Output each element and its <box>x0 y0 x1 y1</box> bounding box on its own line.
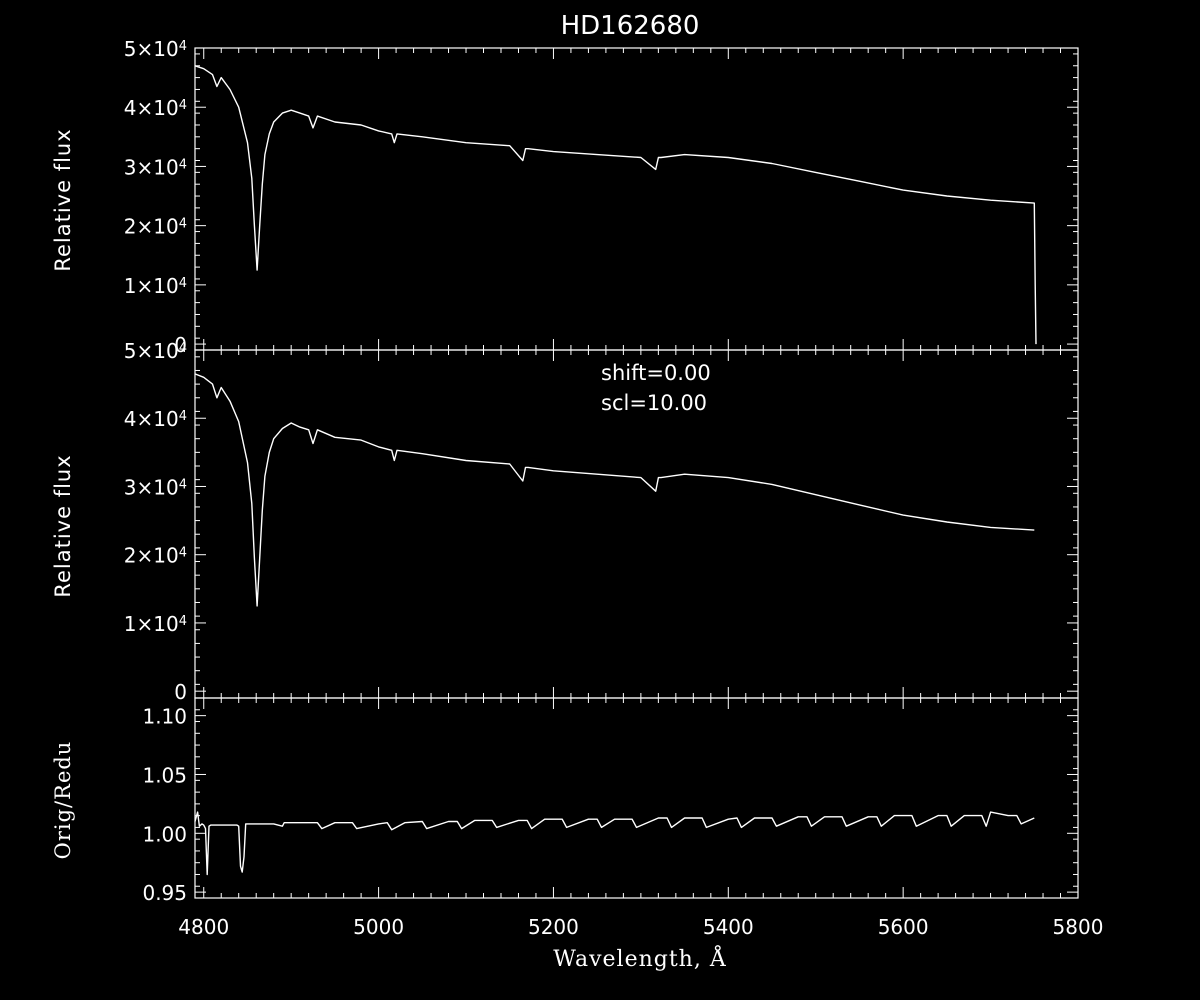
y-axis-label: Relative flux <box>51 128 75 271</box>
y-tick-label: 1×104 <box>124 612 187 636</box>
y-tick-label: 3×104 <box>124 475 187 499</box>
y-tick-label: 1.10 <box>142 705 187 729</box>
y-axis-label: Orig/Redu <box>51 741 75 860</box>
x-tick-label: 5600 <box>878 915 929 939</box>
y-tick-label: 0.95 <box>142 881 187 905</box>
y-axis-label: Relative flux <box>51 454 75 597</box>
y-tick-label: 4×104 <box>124 407 187 431</box>
spectrum-trace <box>194 65 1037 345</box>
chart-title: HD162680 <box>561 11 700 41</box>
flux-panel-reduced: 0 1×104 2×104 3×104 4×104 5×104 Relative flux s… <box>51 339 1079 704</box>
y-tick-label: 1.05 <box>142 763 187 787</box>
y-tick-label: 3×104 <box>124 155 187 179</box>
panel-frame <box>194 47 1079 351</box>
y-tick-label: 2×104 <box>124 215 187 239</box>
x-axis-label: Wavelength, Å <box>553 944 727 972</box>
y-tick-label: 5×104 <box>124 339 187 363</box>
y-tick-label: 2×104 <box>124 544 187 568</box>
panel-frame <box>194 697 1079 899</box>
x-tick-label: 5000 <box>353 915 404 939</box>
x-tick-label: 5200 <box>528 915 579 939</box>
y-tick-label: 4×104 <box>124 96 187 120</box>
x-tick-label: 5800 <box>1053 915 1104 939</box>
ratio-panel: 0.95 1.00 1.05 1.10 Orig/Redu <box>51 697 1079 905</box>
x-axis: 4800 5000 5200 5400 5600 5800 <box>178 915 1103 939</box>
x-tick-label: 4800 <box>178 915 229 939</box>
spectrum-trace <box>194 373 1035 607</box>
x-tick-label: 5400 <box>703 915 754 939</box>
y-tick-label: 1×104 <box>124 274 187 298</box>
spectrum-trace <box>194 811 1035 876</box>
y-tick-label: 5×104 <box>124 37 187 61</box>
y-tick-label: 0 <box>174 680 187 704</box>
panel-annotation: scl=10.00 <box>601 391 707 415</box>
flux-panel-original: 0 1×104 2×104 3×104 4×104 5×104 Relative flux <box>51 37 1079 357</box>
panel-annotation: shift=0.00 <box>601 361 711 385</box>
y-tick-label: 0 <box>174 333 187 357</box>
y-tick-label: 1.00 <box>142 822 187 846</box>
